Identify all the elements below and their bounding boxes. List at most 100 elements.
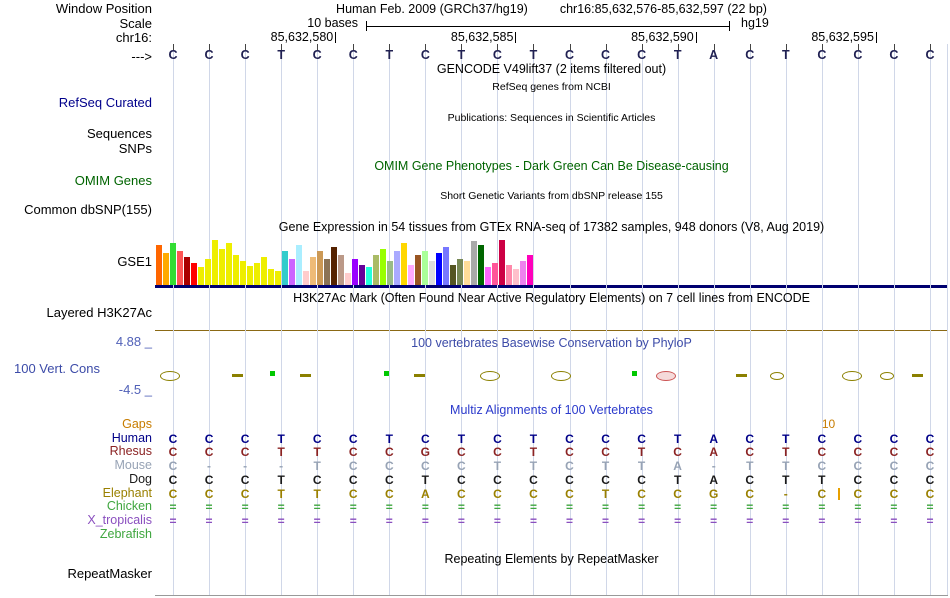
track-title-dbsnp[interactable]: Short Genetic Variants from dbSNP releas… (440, 190, 663, 202)
species-label-elephant[interactable]: Elephant (102, 486, 152, 500)
species-label-gaps[interactable]: Gaps (122, 417, 152, 431)
gtex-expression-bar[interactable] (212, 240, 218, 285)
gtex-expression-bar[interactable] (429, 261, 435, 285)
gtex-expression-bar[interactable] (205, 259, 211, 285)
gtex-expression-bar[interactable] (219, 249, 225, 285)
base-gridline (173, 44, 175, 595)
species-label-zebrafish[interactable]: Zebrafish (99, 527, 152, 541)
alignment-base: = (385, 500, 393, 514)
gtex-expression-bar[interactable] (478, 245, 484, 285)
gtex-expression-bar[interactable] (331, 247, 337, 285)
gtex-expression-bar[interactable] (275, 271, 281, 285)
gtex-expression-bar[interactable] (366, 267, 372, 285)
track-label-layered-h3k27ac[interactable]: Layered H3K27Ac (46, 305, 152, 320)
track-label-omim-genes[interactable]: OMIM Genes (74, 173, 152, 188)
gtex-expression-bar[interactable] (436, 253, 442, 285)
gtex-expression-bar[interactable] (422, 251, 428, 285)
track-title-gtex[interactable]: Gene Expression in 54 tissues from GTEx … (278, 220, 825, 234)
gtex-expression-bar[interactable] (485, 267, 491, 285)
track-title-omim[interactable]: OMIM Gene Phenotypes - Dark Green Can Be… (374, 159, 729, 173)
track-label-vert-cons[interactable]: 100 Vert. Cons (14, 361, 100, 376)
insert-indicator (838, 488, 841, 500)
track-title-h3k27ac[interactable]: H3K27Ac Mark (Often Found Near Active Re… (293, 291, 810, 305)
gtex-expression-bar[interactable] (415, 255, 421, 285)
gtex-expression-bar[interactable] (317, 251, 323, 285)
gtex-expression-bar[interactable] (324, 259, 330, 285)
gtex-expression-bar[interactable] (156, 245, 162, 285)
gtex-expression-bar[interactable] (457, 259, 463, 285)
gtex-expression-bar[interactable] (303, 271, 309, 285)
alignment-base: = (457, 514, 465, 528)
gtex-expression-bar[interactable] (352, 259, 358, 285)
gtex-expression-bar[interactable] (345, 273, 351, 285)
gtex-expression-bar[interactable] (499, 240, 505, 285)
gtex-expression-bar[interactable] (506, 265, 512, 285)
species-label-x_tropicalis[interactable]: X_tropicalis (87, 513, 152, 527)
gtex-expression-bar[interactable] (464, 261, 470, 285)
base-letter: T (457, 48, 466, 62)
alignment-base: C (925, 432, 935, 446)
gtex-expression-bar[interactable] (373, 255, 379, 285)
gtex-expression-bar[interactable] (198, 267, 204, 285)
gtex-expression-bar[interactable] (268, 269, 274, 285)
species-label-dog[interactable]: Dog (129, 472, 152, 486)
gtex-expression-bar[interactable] (380, 249, 386, 285)
track-title-pubs[interactable]: Publications: Sequences in Scientific Ar… (447, 112, 656, 124)
gtex-expression-bar[interactable] (289, 259, 295, 285)
gtex-expression-bar[interactable] (450, 265, 456, 285)
base-gridline (821, 44, 823, 595)
gtex-expression-bar[interactable] (226, 243, 232, 285)
alignment-base: C (493, 432, 502, 446)
gtex-expression-bar[interactable] (443, 247, 449, 285)
gtex-expression-bar[interactable] (254, 263, 260, 285)
gtex-expression-bar[interactable] (296, 245, 302, 285)
track-title-gencode[interactable]: GENCODE V49lift37 (2 items filtered out) (436, 62, 667, 76)
track-label-snps[interactable]: SNPs (118, 141, 152, 156)
gtex-expression-bar[interactable] (527, 255, 533, 285)
gtex-expression-bar[interactable] (338, 255, 344, 285)
gtex-expression-bar[interactable] (401, 243, 407, 285)
gtex-expression-bar[interactable] (184, 257, 190, 285)
track-label-refseq-curated[interactable]: RefSeq Curated (58, 95, 152, 110)
track-title-refseq[interactable]: RefSeq genes from NCBI (492, 81, 611, 93)
gtex-expression-bar[interactable] (282, 251, 288, 285)
gtex-expression-bar[interactable] (240, 261, 246, 285)
track-title-multiz[interactable]: Multiz Alignments of 100 Vertebrates (450, 403, 653, 417)
track-label-common-dbsnp[interactable]: Common dbSNP(155) (24, 202, 152, 217)
gtex-expression-bar[interactable] (520, 261, 526, 285)
gtex-expression-bar[interactable] (387, 261, 393, 285)
gtex-expression-bar[interactable] (492, 263, 498, 285)
gtex-expression-bar[interactable] (163, 253, 169, 285)
gtex-expression-bar[interactable] (177, 251, 183, 285)
alignment-base: T (493, 459, 502, 473)
alignment-base: T (277, 487, 285, 501)
gtex-expression-bar[interactable] (513, 269, 519, 285)
alignment-base: C (204, 445, 214, 459)
gtex-expression-bar[interactable] (233, 255, 239, 285)
track-label-scale: Scale (119, 16, 152, 31)
gtex-expression-bar[interactable] (359, 265, 365, 285)
species-label-rhesus[interactable]: Rhesus (109, 444, 152, 458)
species-label-chicken[interactable]: Chicken (106, 499, 152, 513)
species-label-human[interactable]: Human (111, 431, 152, 445)
track-label-sequences[interactable]: Sequences (86, 126, 152, 141)
track-title-phylop[interactable]: 100 vertebrates Basewise Conservation by… (411, 336, 692, 350)
track-label-repeatmasker[interactable]: RepeatMasker (67, 566, 152, 581)
species-label-mouse[interactable]: Mouse (114, 458, 152, 472)
gtex-expression-bar[interactable] (247, 266, 253, 285)
base-gridline (317, 44, 319, 595)
coordinate-tick (875, 32, 877, 43)
gtex-expression-bar[interactable] (471, 241, 477, 285)
track-title-repeat[interactable]: Repeating Elements by RepeatMasker (444, 552, 659, 566)
gtex-expression-bar[interactable] (261, 257, 267, 285)
gtex-expression-bar[interactable] (191, 263, 197, 285)
gtex-expression-bar[interactable] (394, 251, 400, 285)
gtex-expression-bar[interactable] (170, 243, 176, 285)
gtex-expression-bar[interactable] (408, 265, 414, 285)
conservation-ellipse (770, 372, 784, 380)
track-label-gse1[interactable]: GSE1 (117, 254, 152, 269)
base-gridline (893, 44, 895, 595)
gtex-expression-bar[interactable] (310, 257, 316, 285)
alignment-base: - (279, 459, 284, 473)
position-title: chr16:85,632,576-85,632,597 (22 bp) (559, 2, 767, 16)
